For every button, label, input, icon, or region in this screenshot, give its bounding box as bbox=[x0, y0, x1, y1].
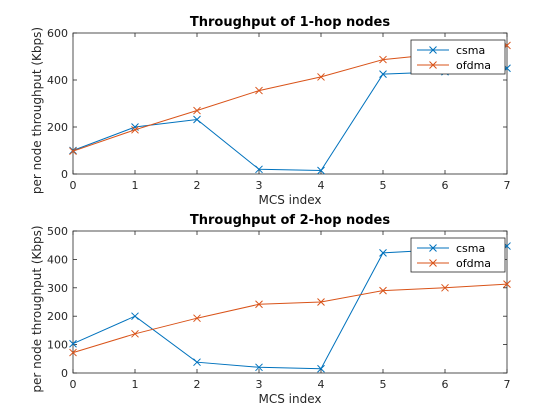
legend-marker bbox=[429, 61, 437, 69]
x-axis-label: MCS index bbox=[259, 193, 322, 207]
data-point bbox=[69, 147, 77, 156]
data-point bbox=[255, 363, 263, 372]
data-point bbox=[131, 329, 139, 338]
x-tick-label: 5 bbox=[380, 179, 387, 192]
data-point bbox=[131, 312, 139, 321]
legend-label: ofdma bbox=[456, 257, 491, 270]
y-tick-label: 200 bbox=[47, 121, 68, 134]
x-tick-label: 6 bbox=[442, 179, 449, 192]
legend-item: csma bbox=[417, 242, 485, 255]
y-tick-label: 0 bbox=[61, 367, 68, 380]
data-point bbox=[255, 165, 263, 174]
data-point bbox=[193, 358, 201, 367]
x-axis-label: MCS index bbox=[259, 392, 322, 406]
x-tick-label: 0 bbox=[70, 378, 77, 391]
data-point bbox=[317, 73, 325, 81]
data-point bbox=[317, 298, 325, 306]
data-point bbox=[69, 348, 77, 357]
y-tick-label: 600 bbox=[47, 27, 68, 40]
legend: csma ofdma bbox=[410, 39, 506, 75]
data-point bbox=[69, 339, 77, 348]
data-point bbox=[379, 70, 387, 78]
x-tick-label: 5 bbox=[380, 378, 387, 391]
y-tick-label: 0 bbox=[61, 168, 68, 181]
data-point bbox=[441, 283, 449, 292]
legend-label: csma bbox=[456, 44, 485, 57]
x-tick-label: 7 bbox=[504, 378, 511, 391]
y-tick-label: 400 bbox=[47, 253, 68, 266]
x-tick-label: 7 bbox=[504, 179, 511, 192]
legend-marker bbox=[429, 259, 437, 267]
data-point bbox=[379, 286, 387, 295]
x-tick-label: 3 bbox=[256, 378, 263, 391]
x-tick-label: 4 bbox=[318, 378, 325, 391]
chart-title: Throughput of 1-hop nodes bbox=[190, 15, 390, 30]
data-point bbox=[317, 166, 325, 175]
x-tick-label: 3 bbox=[256, 179, 263, 192]
legend: csma ofdma bbox=[410, 237, 506, 273]
data-point bbox=[379, 249, 387, 257]
legend-marker bbox=[429, 46, 437, 54]
legend-label: csma bbox=[456, 242, 485, 255]
data-point bbox=[255, 300, 263, 309]
x-tick-label: 1 bbox=[132, 378, 139, 391]
x-tick-label: 2 bbox=[194, 378, 201, 391]
subplot-2: 0 1 2 3 4 5 6 7 0 100 200 300 400 500 Throughput of 2-… bbox=[47, 213, 511, 406]
y-tick-label: 100 bbox=[47, 339, 68, 352]
x-tick-label: 1 bbox=[132, 179, 139, 192]
series-line bbox=[72, 283, 508, 354]
legend-box bbox=[410, 39, 506, 75]
y-tick-label: 400 bbox=[47, 74, 68, 87]
x-tick-label: 2 bbox=[194, 179, 201, 192]
data-point bbox=[255, 86, 263, 95]
y-axis-label: per node throughput (Kbps) bbox=[30, 225, 44, 392]
legend-item: ofdma bbox=[417, 257, 491, 270]
legend-item: csma bbox=[417, 44, 485, 57]
data-point bbox=[503, 280, 511, 288]
y-tick-label: 500 bbox=[47, 225, 68, 238]
data-point bbox=[131, 125, 139, 134]
legend-label: ofdma bbox=[456, 59, 491, 72]
y-axis-label: per node throughput (Kbps) bbox=[30, 27, 44, 194]
data-point bbox=[193, 106, 201, 115]
y-tick-label: 200 bbox=[47, 310, 68, 323]
x-tick-label: 4 bbox=[318, 179, 325, 192]
legend-box bbox=[410, 237, 506, 273]
data-point bbox=[379, 55, 387, 64]
x-tick-label: 0 bbox=[70, 179, 77, 192]
legend-item: ofdma bbox=[417, 59, 491, 72]
data-point bbox=[193, 314, 201, 323]
subplot-1: 0 1 2 3 4 5 6 7 0 200 400 600 Throughput of 1-hop no… bbox=[47, 15, 511, 207]
data-point bbox=[317, 364, 325, 373]
legend-marker bbox=[429, 244, 437, 252]
x-tick-label: 6 bbox=[442, 378, 449, 391]
chart-title: Throughput of 2-hop nodes bbox=[190, 213, 390, 228]
series-ofdma bbox=[69, 280, 511, 357]
data-point bbox=[193, 115, 201, 124]
y-tick-label: 300 bbox=[47, 282, 68, 295]
